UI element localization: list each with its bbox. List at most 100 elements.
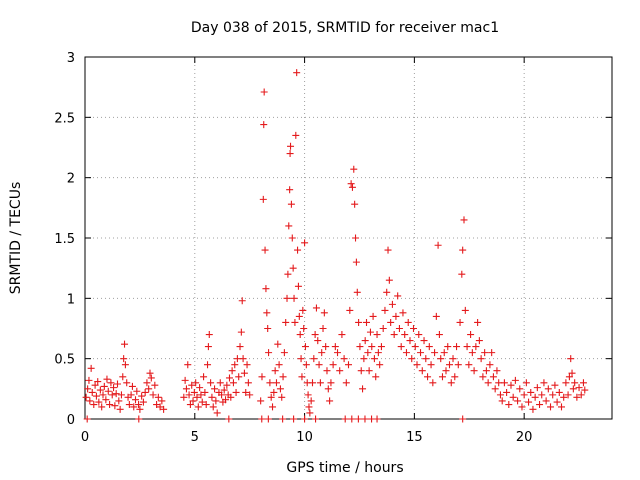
data-point [474,318,482,326]
data-point [323,367,331,375]
data-point [228,367,236,375]
axis-ticks: 0 0.5 1 1.5 2 2.5 3 0 5 10 15 20 [54,51,612,445]
data-point [271,367,279,375]
data-point [413,361,421,369]
data-point [138,392,146,400]
data-point [292,131,300,139]
x-tick-label: 0 [81,430,89,445]
data-point [354,415,362,423]
data-point [301,239,309,247]
data-point [320,309,328,317]
data-point [427,361,435,369]
data-point [493,367,501,375]
data-point [265,349,273,357]
data-point [376,361,384,369]
data-point [232,388,240,396]
data-point [237,328,245,336]
data-point [341,415,349,423]
x-axis-label: GPS time / hours [286,460,403,476]
data-point [399,309,407,317]
data-point [290,415,298,423]
data-point [186,401,194,409]
data-point [560,393,568,401]
data-point [82,393,90,401]
data-point [243,361,251,369]
data-point [244,379,252,387]
data-point [143,379,151,387]
data-point [314,337,322,345]
data-point [418,367,426,375]
data-point [301,415,309,423]
data-point [525,398,533,406]
data-point [481,349,489,357]
data-point [293,69,301,77]
data-point [184,361,192,369]
data-point [307,397,315,405]
data-point [110,384,118,392]
data-point [356,343,364,351]
data-point [207,379,215,387]
data-point [286,150,294,158]
data-point [390,331,398,339]
data-point [102,396,110,404]
data-point [116,405,124,413]
data-point [239,355,247,363]
data-point [429,379,437,387]
data-point [88,388,96,396]
data-point [470,367,478,375]
data-point [434,241,442,249]
data-point [379,325,387,332]
data-point [438,373,446,381]
data-point [395,325,403,332]
data-point [275,361,283,369]
data-point [318,349,326,357]
data-point [99,391,107,399]
data-point [211,385,219,393]
data-point [565,373,573,381]
data-point [192,379,200,387]
data-point [205,331,213,339]
data-point [479,373,487,381]
data-point [394,292,402,300]
data-point [141,388,149,396]
data-point [135,415,143,423]
data-point [91,381,99,389]
data-point [98,403,106,411]
data-point [121,340,129,348]
data-point [500,379,508,387]
data-point [154,393,162,401]
data-point [194,403,202,411]
data-point [96,386,104,394]
data-point [420,337,428,345]
data-point [361,415,369,423]
data-point [415,331,423,339]
data-point [573,393,581,401]
data-point [197,391,205,399]
data-point [369,312,377,320]
data-point [425,343,433,351]
data-point [103,375,111,383]
data-point [291,318,299,326]
data-point [347,180,355,188]
data-point [547,403,555,411]
data-point [196,384,204,392]
data-point [295,312,303,320]
data-point [373,415,381,423]
data-point [113,380,121,388]
data-point [385,276,393,284]
data-point [238,297,246,305]
data-point [115,397,123,405]
data-point [212,397,220,405]
data-point [225,415,233,423]
data-point [106,401,114,409]
data-point [146,369,154,377]
data-point [359,385,367,393]
data-point [258,373,266,381]
data-point [352,258,360,266]
data-points [82,69,589,423]
data-point [461,306,469,314]
data-point [411,343,419,351]
data-point [227,393,235,401]
data-point [272,379,280,387]
data-point [269,403,277,411]
